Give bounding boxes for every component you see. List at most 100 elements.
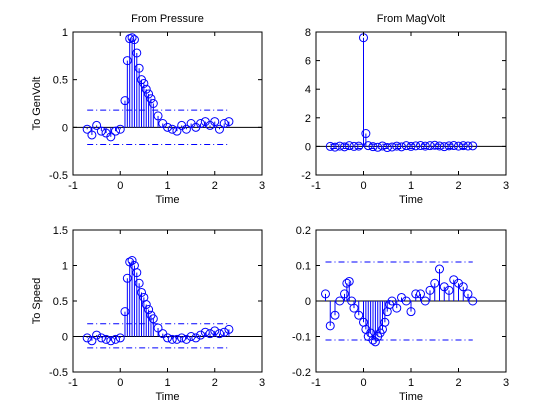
x-tick-label: 0	[360, 377, 366, 389]
data-point	[370, 337, 380, 347]
y-tick-label: 8	[305, 27, 311, 39]
data-point	[325, 141, 335, 151]
data-point	[354, 310, 364, 320]
data-point	[224, 324, 234, 334]
data-point	[380, 317, 390, 327]
x-tick-label: 1	[164, 180, 170, 192]
x-axis-label: Time	[399, 391, 423, 403]
subplot-title: From MagVolt	[377, 13, 445, 25]
x-tick-label: 1	[408, 180, 414, 192]
subplot-2: -1 0 1 2 3 -2 0 2 4 6 8 From MagVolt Time	[301, 13, 509, 206]
data-point	[321, 289, 330, 299]
y-tick-label: 1	[62, 27, 68, 39]
data-point	[101, 334, 111, 344]
data-point	[82, 333, 92, 343]
data-point	[330, 310, 340, 320]
data-point	[392, 141, 402, 151]
y-tick-label: -0.1	[292, 332, 311, 344]
data-point	[416, 289, 425, 299]
data-point	[406, 307, 416, 317]
x-tick-label: -1	[68, 180, 78, 192]
data-point	[122, 273, 132, 283]
data-point	[363, 141, 373, 151]
axes-box	[315, 31, 507, 176]
axes-box	[72, 31, 263, 176]
subplot-4: -1 0 1 2 3 -0.2 -0.1 0 0.1 0.2 Time	[292, 225, 509, 403]
data-point	[205, 329, 215, 339]
data-point	[454, 141, 463, 151]
data-point	[134, 278, 144, 288]
data-point	[368, 142, 378, 152]
data-point	[141, 84, 151, 94]
data-point	[344, 276, 354, 286]
x-tick-label: 1	[408, 377, 414, 389]
data-point	[406, 141, 416, 151]
data-point	[435, 264, 444, 274]
data-point	[214, 329, 224, 339]
y-tick-label: 0.5	[53, 75, 68, 87]
subplot-3: -1 0 1 2 3 -0.5 0 0.5 1 1.5 Time To Speed	[31, 225, 265, 403]
data-point	[430, 140, 440, 150]
subplot-1: -1 0 1 2 3 -0.5 0 0.5 1 From Pressure Time To GenVo…	[31, 13, 265, 206]
data-point	[200, 327, 210, 337]
data-point	[153, 111, 163, 121]
data-point	[458, 141, 468, 151]
x-tick-label: -1	[311, 377, 321, 389]
subplot-title: From Pressure	[131, 13, 204, 25]
data-point	[342, 278, 352, 288]
y-tick-label: 0	[62, 332, 68, 344]
data-point	[458, 282, 468, 292]
y-tick-label: -2	[301, 170, 311, 182]
data-point	[430, 278, 440, 288]
data-point	[425, 285, 435, 295]
data-point	[214, 124, 224, 134]
x-tick-label: 0	[117, 377, 123, 389]
data-point	[335, 296, 345, 306]
x-tick-label: 3	[503, 180, 509, 192]
data-point	[354, 141, 364, 151]
data-point	[439, 142, 449, 152]
data-point	[401, 141, 411, 151]
data-point	[210, 117, 220, 127]
data-point	[196, 330, 206, 340]
data-point	[349, 303, 359, 313]
data-point	[344, 141, 354, 151]
data-point	[191, 333, 201, 343]
data-point	[141, 300, 151, 310]
data-point	[397, 142, 406, 152]
data-point	[425, 141, 435, 151]
data-point	[361, 129, 371, 139]
data-point	[411, 289, 421, 299]
y-axis-label: To GenVolt	[31, 77, 43, 131]
data-point	[340, 289, 349, 299]
data-point	[127, 256, 137, 266]
data-point	[420, 296, 430, 306]
data-point	[373, 142, 383, 152]
x-tick-label: 3	[503, 377, 509, 389]
data-point	[468, 141, 478, 151]
data-point	[172, 334, 182, 344]
data-point	[387, 296, 397, 306]
data-point	[411, 141, 421, 151]
y-tick-label: 0	[305, 141, 311, 153]
x-axis-label: Time	[399, 194, 423, 206]
x-tick-label: 3	[259, 377, 265, 389]
data-point	[144, 89, 154, 99]
x-tick-label: 2	[455, 180, 461, 192]
data-point	[106, 132, 116, 142]
data-point	[444, 141, 454, 151]
data-point	[325, 321, 335, 331]
data-point	[382, 143, 392, 153]
x-tick-label: 0	[360, 180, 366, 192]
data-point	[163, 122, 172, 132]
y-tick-label: -0.5	[49, 367, 68, 379]
data-point	[416, 141, 425, 151]
data-point	[87, 336, 97, 346]
data-point	[92, 330, 102, 340]
data-point	[444, 285, 454, 295]
data-point	[219, 119, 229, 129]
data-point	[134, 63, 144, 73]
data-point	[106, 336, 116, 346]
y-tick-label: 2	[305, 113, 311, 125]
data-point	[122, 56, 132, 66]
